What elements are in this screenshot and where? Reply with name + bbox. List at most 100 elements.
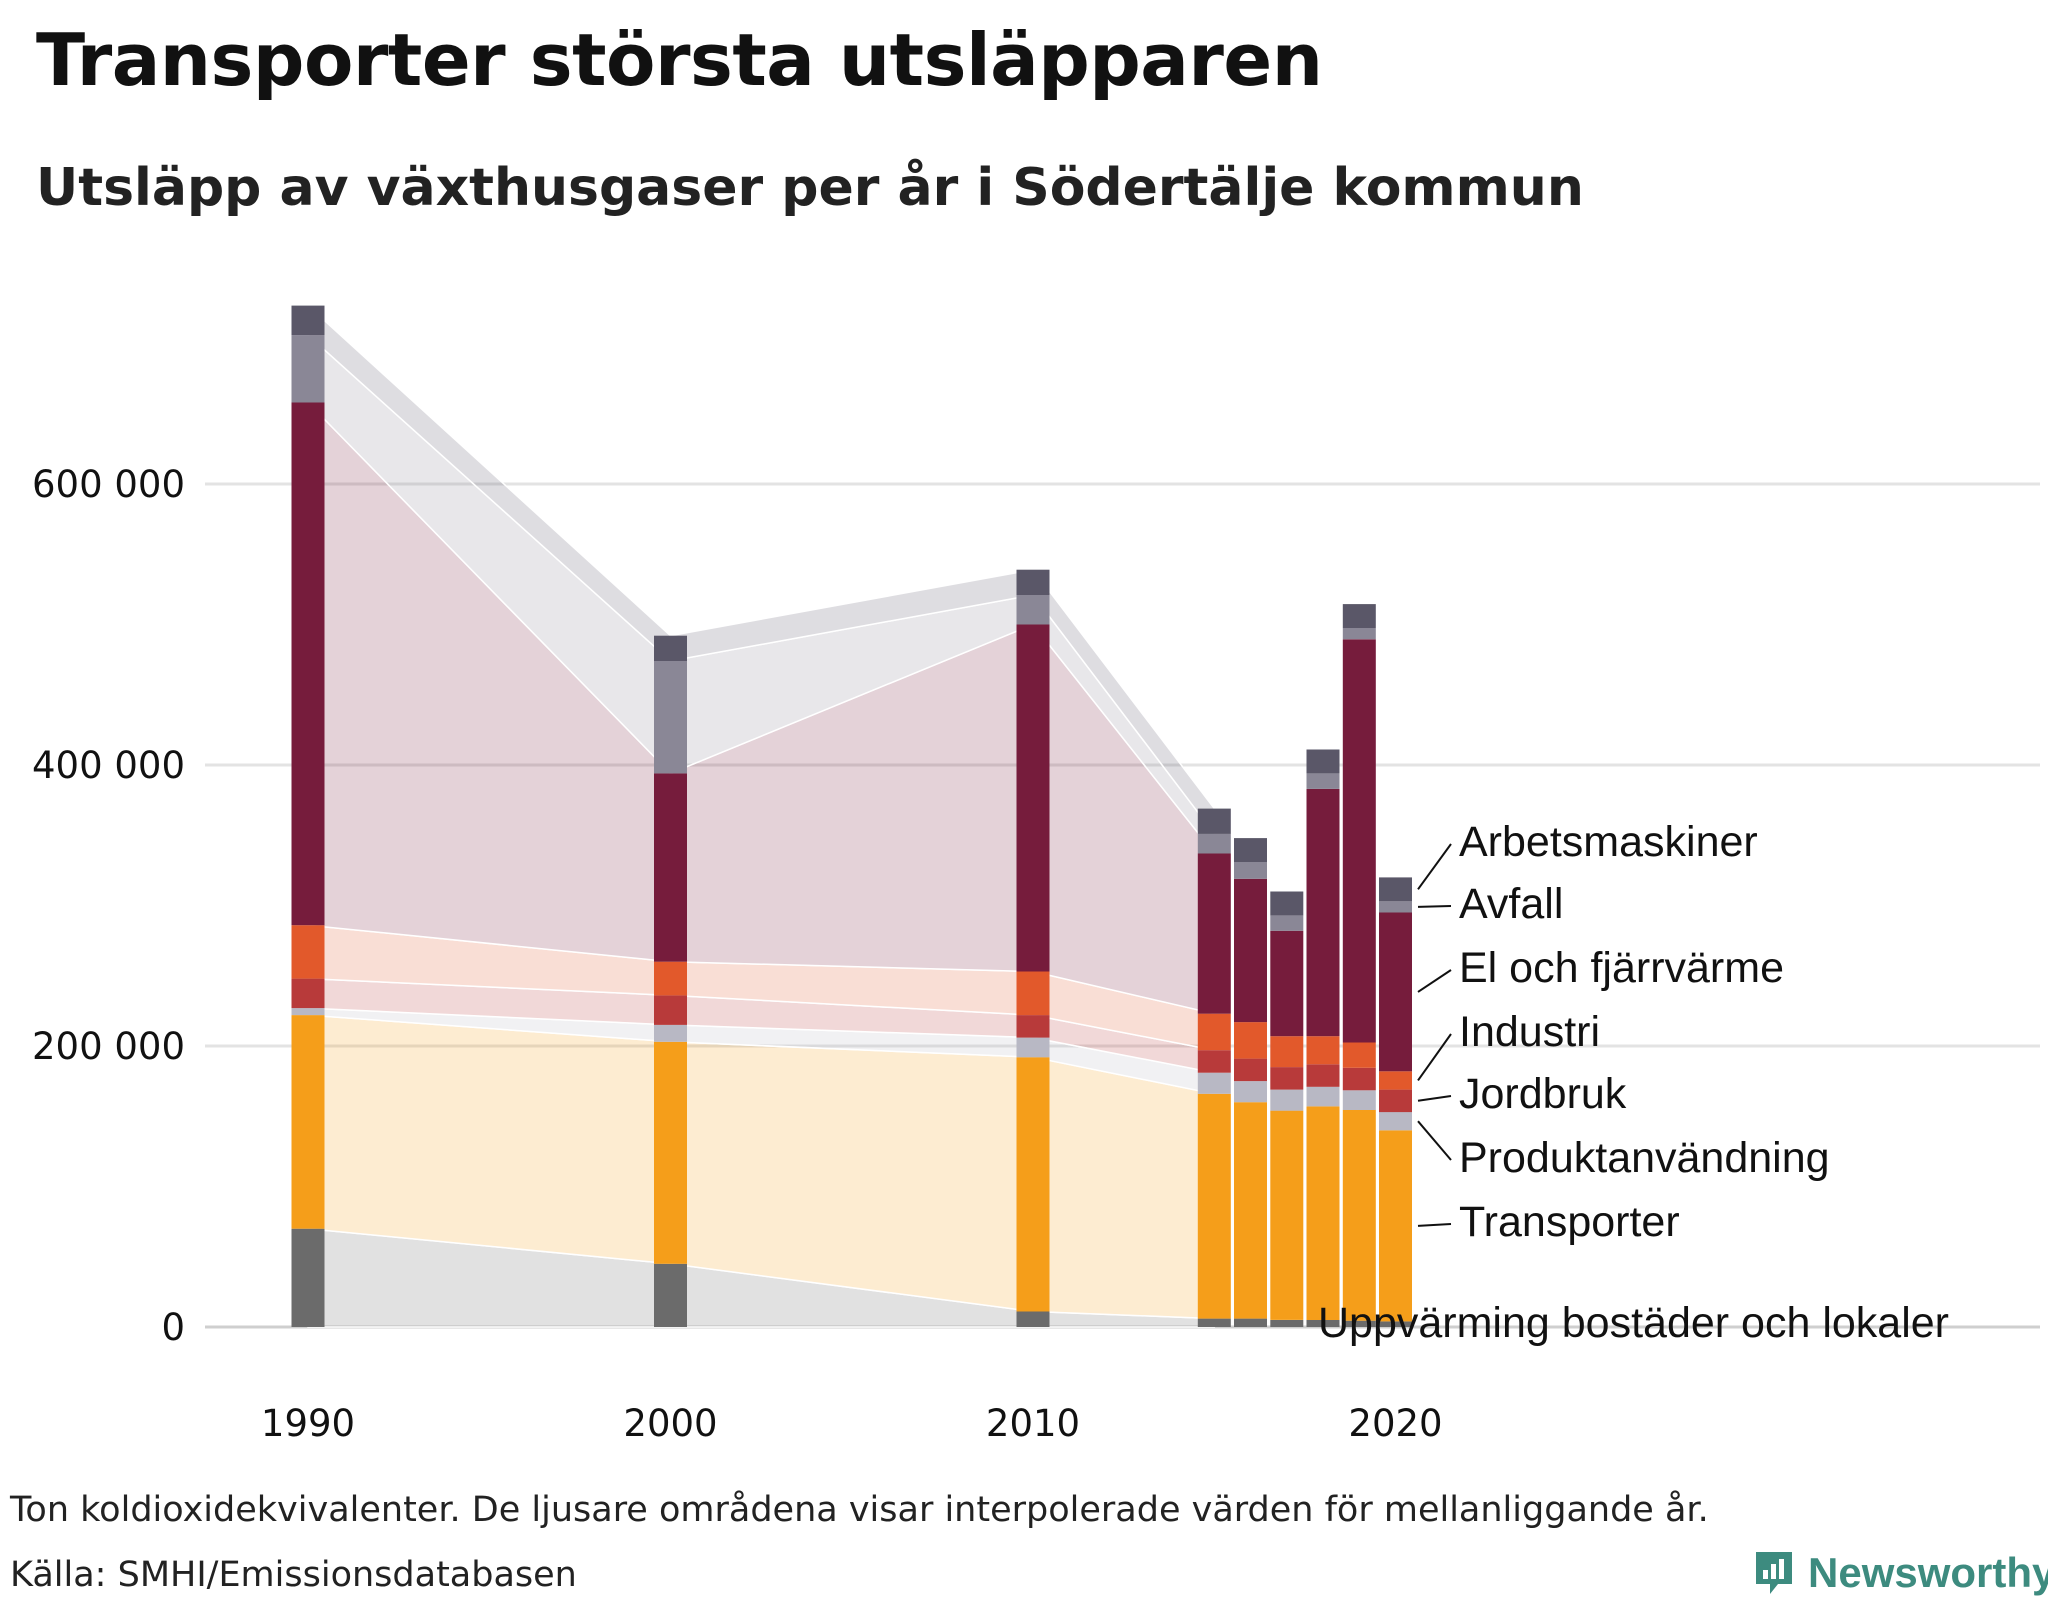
bar-2018-industri — [1306, 1036, 1340, 1065]
legend-label-arbetsmaskiner: Arbetsmaskiner — [1459, 818, 1758, 866]
bar-2019-industri — [1342, 1042, 1376, 1068]
legend-connector-jordbruk — [1417, 1095, 1452, 1102]
y-tick-label-600000: 600 000 — [32, 463, 185, 506]
legend-connector-el — [1417, 969, 1452, 993]
bar-2010-industri — [1016, 971, 1050, 1016]
bar-2000-avfall — [654, 661, 687, 774]
bar-layer — [291, 305, 1412, 1327]
bar-2019-produkt — [1342, 1090, 1376, 1110]
bar-2010-avfall — [1016, 595, 1050, 625]
bar-stack-2019 — [1342, 604, 1376, 1327]
legend-item-transporter: Transporter — [1417, 1198, 1680, 1246]
bar-2010-produkt — [1016, 1037, 1050, 1058]
bar-2017-uppvarmning — [1270, 1320, 1304, 1327]
bar-2015-jordbruk — [1197, 1050, 1231, 1073]
bar-stack-2015 — [1197, 808, 1231, 1327]
bar-2000-transporter — [654, 1041, 687, 1264]
bar-2020-uppvarmning — [1379, 1321, 1412, 1327]
bar-1990-arbetsmaskiner — [291, 305, 325, 336]
legend-connector-avfall — [1417, 905, 1452, 908]
legend-label-transporter: Transporter — [1459, 1198, 1680, 1246]
bar-2020-industri — [1379, 1071, 1412, 1090]
legend-label-jordbruk: Jordbruk — [1459, 1070, 1627, 1118]
bar-2020-produkt — [1379, 1112, 1412, 1131]
bar-2019-el — [1342, 639, 1376, 1043]
y-tick-label-0: 0 — [161, 1306, 185, 1349]
bar-2015-industri — [1197, 1013, 1231, 1051]
bar-2000-produkt — [654, 1024, 687, 1042]
newsworthy-logo-icon — [1756, 1552, 1792, 1594]
bar-stack-2000 — [654, 635, 687, 1327]
units-note: Ton koldioxidekvivalenter. De ljusare om… — [10, 1490, 1709, 1530]
bar-2016-produkt — [1234, 1081, 1267, 1103]
bar-2017-el — [1270, 930, 1304, 1037]
bar-2018-arbetsmaskiner — [1306, 749, 1340, 774]
bar-2016-el — [1234, 878, 1267, 1023]
source-note: Källa: SMHI/Emissionsdatabasen — [10, 1555, 577, 1595]
bar-2018-avfall — [1306, 773, 1340, 789]
bar-2017-arbetsmaskiner — [1270, 891, 1304, 916]
bar-2020-jordbruk — [1379, 1089, 1412, 1113]
bar-2000-industri — [654, 961, 687, 996]
x-tick-label-2010: 2010 — [986, 1402, 1080, 1445]
bar-2019-avfall — [1342, 628, 1376, 640]
bar-1990-avfall — [291, 335, 325, 403]
bar-2020-avfall — [1379, 901, 1412, 913]
bar-2018-jordbruk — [1306, 1064, 1340, 1087]
newsworthy-logo-text: Newsworthy — [1808, 1549, 2048, 1596]
legend-item-jordbruk: Jordbruk — [1417, 1070, 1627, 1118]
bar-2015-el — [1197, 853, 1231, 1014]
legend-label-avfall: Avfall — [1459, 880, 1563, 928]
bar-2017-avfall — [1270, 915, 1304, 931]
bar-2016-avfall — [1234, 861, 1267, 879]
bar-2016-jordbruk — [1234, 1058, 1267, 1082]
bar-2010-jordbruk — [1016, 1015, 1050, 1038]
legend-item-avfall: Avfall — [1417, 880, 1563, 928]
y-axis-ticks: 0 200 000 400 000 600 000 — [32, 463, 185, 1349]
legend: Arbetsmaskiner Avfall El och fjärrvärme Ind… — [1318, 818, 1949, 1347]
bar-stack-2010 — [1016, 569, 1050, 1327]
legend-item-uppvarmning: Uppvärming bostäder och lokaler — [1318, 1299, 1949, 1347]
bar-2019-arbetsmaskiner — [1342, 604, 1376, 628]
legend-item-produkt: Produktanvändning — [1417, 1120, 1830, 1182]
bar-2010-el — [1016, 624, 1050, 972]
bar-1990-uppvarmning — [291, 1228, 325, 1327]
chart-title: Transporter största utsläpparen — [36, 18, 1323, 102]
bar-1990-produkt — [291, 1008, 325, 1016]
bar-stack-2020 — [1379, 877, 1412, 1327]
bar-2019-transporter — [1342, 1109, 1376, 1321]
bar-2020-arbetsmaskiner — [1379, 877, 1412, 902]
bar-2015-uppvarmning — [1197, 1318, 1231, 1327]
bar-2015-arbetsmaskiner — [1197, 808, 1231, 834]
bar-2015-produkt — [1197, 1072, 1231, 1094]
bar-2018-el — [1306, 788, 1340, 1037]
bar-2019-jordbruk — [1342, 1067, 1376, 1091]
bar-stack-2018 — [1306, 749, 1340, 1327]
bar-2000-jordbruk — [654, 995, 687, 1025]
legend-connector-industri — [1417, 1033, 1452, 1082]
bar-2017-produkt — [1270, 1089, 1304, 1111]
legend-connector-arbetsmaskiner — [1417, 843, 1452, 890]
bar-2010-arbetsmaskiner — [1016, 569, 1050, 595]
bar-2018-uppvarmning — [1306, 1320, 1340, 1327]
legend-label-produkt: Produktanvändning — [1459, 1134, 1830, 1182]
bar-2010-transporter — [1016, 1057, 1050, 1312]
legend-item-arbetsmaskiner: Arbetsmaskiner — [1417, 818, 1758, 890]
bar-2017-transporter — [1270, 1110, 1304, 1320]
x-tick-label-2020: 2020 — [1348, 1402, 1442, 1445]
bar-2017-industri — [1270, 1036, 1304, 1068]
x-tick-label-2000: 2000 — [623, 1402, 717, 1445]
bar-2018-produkt — [1306, 1086, 1340, 1107]
legend-connector-transporter — [1417, 1223, 1452, 1227]
bar-2017-jordbruk — [1270, 1067, 1304, 1090]
bar-2020-el — [1379, 912, 1412, 1072]
bar-2000-arbetsmaskiner — [654, 635, 687, 661]
legend-item-el: El och fjärrvärme — [1417, 944, 1784, 993]
bar-2016-industri — [1234, 1022, 1267, 1059]
legend-label-el: El och fjärrvärme — [1459, 944, 1784, 992]
bar-stack-2016 — [1234, 838, 1267, 1327]
bar-2020-transporter — [1379, 1130, 1412, 1322]
y-tick-label-200000: 200 000 — [32, 1025, 185, 1068]
legend-label-uppvarmning: Uppvärming bostäder och lokaler — [1318, 1299, 1949, 1347]
bar-1990-jordbruk — [291, 978, 325, 1009]
